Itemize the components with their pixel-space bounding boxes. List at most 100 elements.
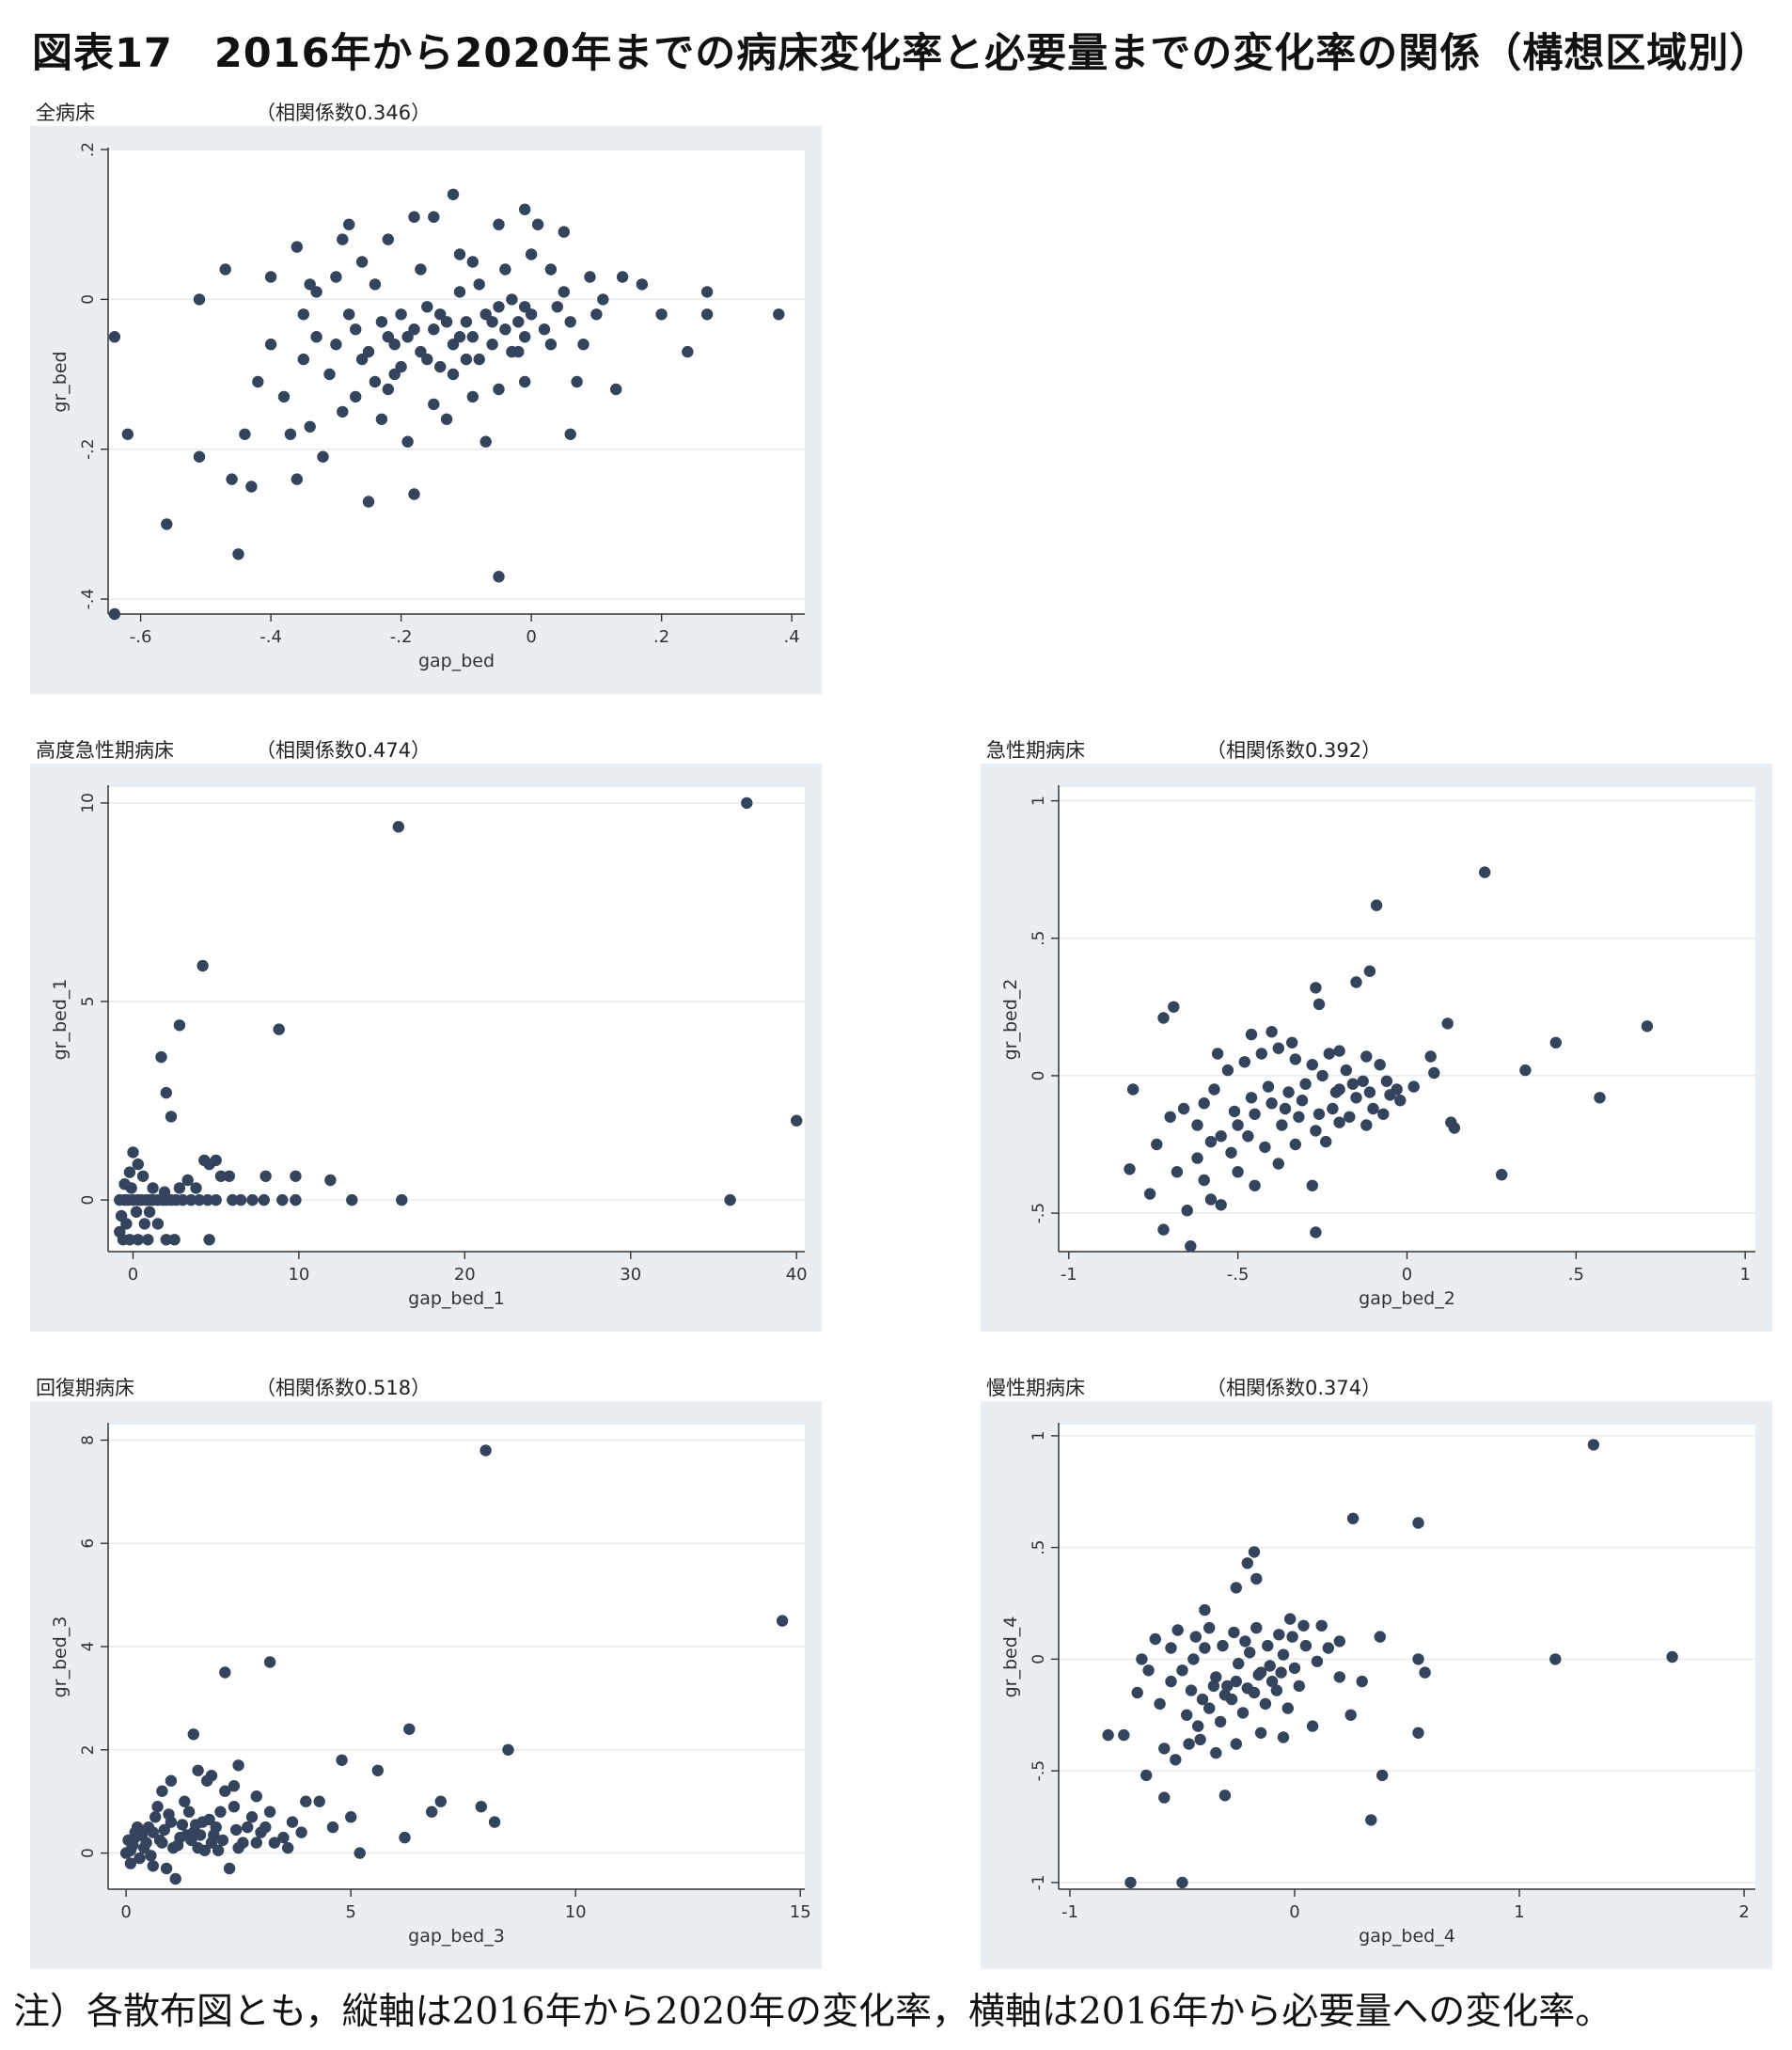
scatter-point [1164, 1111, 1176, 1123]
scatter-point [330, 271, 342, 283]
scatter-point [185, 1193, 197, 1206]
scatter-point [250, 1790, 262, 1803]
x-tick-label: 0 [128, 1265, 138, 1285]
scatter-point [277, 1831, 290, 1844]
scatter-point [1245, 1092, 1258, 1104]
scatter-point [355, 353, 369, 366]
scatter-point [1496, 1169, 1508, 1181]
scatter-point [1277, 1731, 1290, 1743]
scatter-point [1363, 965, 1376, 977]
scatter-point [724, 1193, 736, 1206]
scatter-point [284, 428, 297, 440]
scatter-point [214, 1806, 227, 1818]
scatter-point [1363, 1086, 1376, 1098]
scatter-point [1230, 1675, 1242, 1688]
scatter-point [519, 331, 531, 343]
scatter-point [350, 323, 362, 336]
scatter-point [1315, 1619, 1328, 1632]
scatter-panel-recovery: 0 2 4 6 8 0 5 10 15 gap_bed_3 gr_bed_3 [30, 1401, 822, 1969]
scatter-point [1221, 1679, 1234, 1693]
scatter-point [512, 316, 525, 328]
scatter-point [1250, 1572, 1263, 1585]
scatter-point [130, 1206, 143, 1218]
scatter-point [219, 263, 231, 276]
panel-correlation-all-beds: （相関係数0.346） [256, 102, 432, 124]
scatter-point [239, 428, 251, 440]
scatter-point [132, 1234, 144, 1246]
scatter-point [362, 345, 375, 358]
scatter-point [1360, 1119, 1373, 1131]
scatter-point [313, 1795, 325, 1807]
scatter-point [395, 308, 407, 321]
scatter-point [232, 548, 244, 560]
scatter-point [1259, 1697, 1272, 1711]
scatter-point [1170, 1754, 1182, 1766]
scatter-point [1394, 1095, 1407, 1107]
scatter-point [479, 1444, 492, 1457]
scatter-point [401, 435, 414, 448]
scatter-point [1412, 1727, 1424, 1739]
scatter-point [375, 316, 388, 328]
scatter-point [519, 375, 531, 388]
scatter-point [176, 1819, 189, 1831]
scatter-point [382, 331, 394, 343]
scatter-point [558, 286, 570, 298]
scatter-point [408, 211, 420, 223]
scatter-point [153, 1834, 166, 1847]
scatter-point [1157, 1223, 1170, 1236]
y-tick-label: -.4 [79, 589, 98, 609]
scatter-point [1289, 1053, 1301, 1065]
scatter-point [173, 1019, 186, 1032]
scatter-point [460, 316, 473, 328]
scatter-point [1217, 1639, 1229, 1652]
scatter-point [1185, 1240, 1197, 1253]
y-tick-label: 0 [1030, 1654, 1048, 1664]
scatter-point [216, 1834, 229, 1847]
scatter-point [326, 1821, 339, 1834]
scatter-point [493, 301, 505, 313]
scatter-point [158, 1823, 170, 1837]
x-tick-label: 1 [1739, 1265, 1750, 1285]
scatter-point [263, 1806, 276, 1818]
scatter-point [114, 1193, 126, 1206]
scatter-point [1241, 1682, 1253, 1695]
y-tick-label: 0 [79, 294, 98, 305]
scatter-point [1199, 1603, 1211, 1616]
scatter-point [252, 375, 264, 388]
scatter-point [1310, 1226, 1322, 1238]
scatter-point [336, 1754, 348, 1766]
scatter-point [1239, 1635, 1251, 1648]
scatter-point [330, 339, 342, 351]
scatter-point [323, 368, 336, 381]
x-tick-label: -1 [1061, 1265, 1077, 1285]
scatter-point [636, 278, 649, 291]
y-tick-label: -.5 [1030, 1203, 1048, 1223]
scatter-point [1232, 1166, 1244, 1178]
scatter-point [1340, 1064, 1352, 1077]
plot-area [108, 150, 805, 614]
scatter-point [136, 1170, 149, 1182]
scatter-point [519, 301, 531, 313]
scatter-point [264, 339, 277, 351]
scatter-panel-acute: -.5 0 .5 1 -1 -.5 0 .5 1 gap_bed_2 gr_bed_2 [981, 764, 1772, 1332]
scatter-point [610, 383, 622, 396]
scatter-point [1333, 1635, 1345, 1648]
y-axis-title: gr_bed [50, 351, 71, 412]
scatter-point [1211, 1048, 1224, 1060]
scatter-point [290, 1193, 302, 1206]
scatter-point [1288, 1662, 1301, 1675]
scatter-point [219, 1785, 231, 1797]
scatter-point [1215, 1199, 1227, 1211]
scatter-point [597, 293, 609, 306]
scatter-point [156, 1785, 168, 1797]
scatter-plot-recovery: 0 2 4 6 8 0 5 10 15 gap_bed_3 gr_bed_3 [50, 1423, 811, 1947]
x-tick-label: .2 [653, 627, 669, 647]
scatter-point [1370, 899, 1383, 911]
scatter-point [1272, 1158, 1284, 1170]
scatter-point [486, 316, 498, 328]
scatter-point [460, 353, 473, 366]
panel-label-acute: 急性期病床 [986, 739, 1085, 762]
scatter-point [1282, 1086, 1295, 1098]
scatter-point [1412, 1653, 1424, 1665]
scatter-point [134, 1852, 146, 1865]
